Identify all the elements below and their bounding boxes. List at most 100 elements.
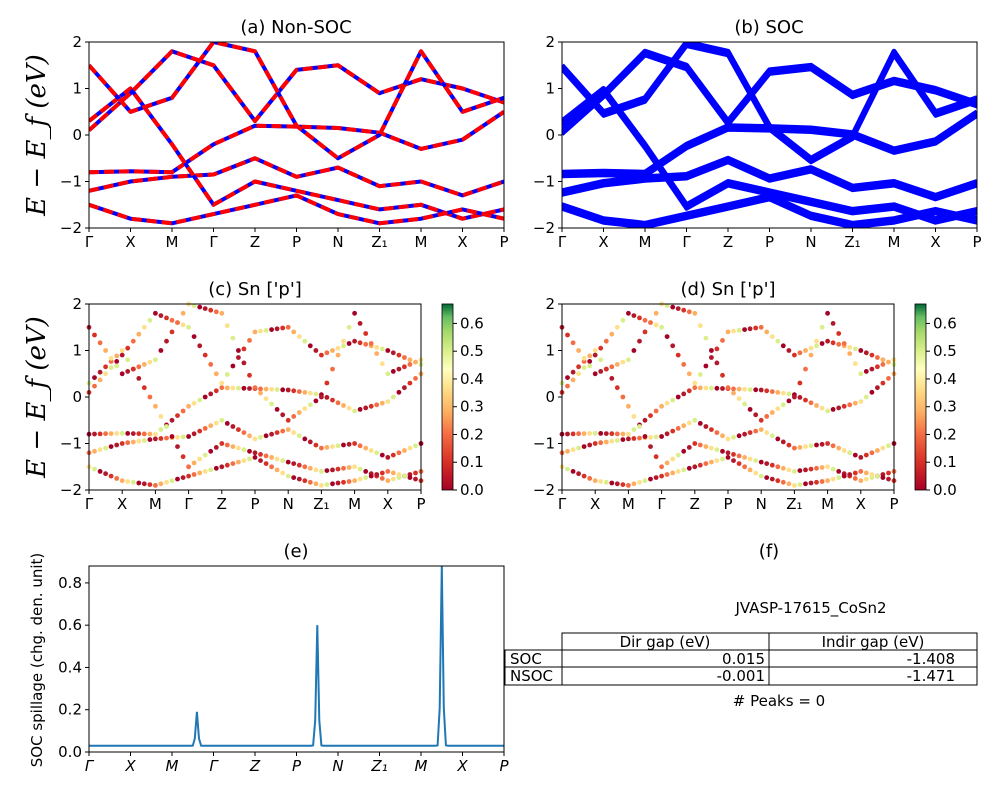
weight-point — [213, 445, 219, 450]
weight-point — [609, 376, 615, 381]
weight-point — [158, 348, 164, 353]
weight-point — [736, 328, 742, 333]
weight-point — [614, 438, 620, 443]
weight-point — [180, 408, 186, 414]
weight-point — [598, 345, 604, 351]
weight-point — [603, 366, 609, 372]
weight-point — [103, 445, 108, 451]
weight-point — [241, 458, 247, 463]
weight-point — [313, 348, 319, 353]
y-tick-label: 2 — [72, 33, 82, 51]
band-line-overlay — [89, 49, 504, 132]
y-tick-label: 0 — [545, 388, 555, 406]
weight-point — [858, 348, 864, 353]
weight-point — [620, 431, 626, 437]
weight-point — [803, 366, 808, 372]
weight-point — [836, 405, 842, 411]
weight-point — [180, 434, 186, 440]
weight-point — [97, 369, 103, 375]
weight-point — [114, 431, 120, 436]
weight-point — [880, 475, 886, 480]
weight-point — [637, 315, 642, 321]
band-line — [562, 48, 977, 133]
weight-point — [363, 475, 369, 480]
weight-point — [720, 433, 725, 439]
weight-point — [191, 472, 197, 477]
x-tick-label: X — [457, 233, 467, 251]
panel-e-xticks: Γ X M Γ Z P N Z₁ M X P — [85, 752, 509, 775]
weight-point — [603, 338, 609, 344]
x-tick-label: M — [166, 757, 179, 775]
weight-point — [709, 445, 714, 451]
weight-point — [307, 390, 313, 396]
weight-point — [836, 475, 842, 480]
weight-point — [219, 385, 225, 391]
weight-point — [786, 481, 792, 487]
weight-point — [587, 442, 593, 448]
weight-point — [681, 307, 687, 313]
weight-point — [330, 481, 335, 487]
weight-point — [709, 355, 714, 360]
weight-point — [346, 479, 352, 484]
weight-point — [402, 385, 407, 391]
y-tick-label: 1 — [545, 80, 555, 98]
y-tick-label: 0.8 — [58, 574, 82, 592]
weight-point — [219, 464, 225, 470]
weight-point — [164, 435, 169, 441]
weight-point — [169, 417, 175, 423]
weight-point — [814, 442, 819, 448]
x-tick-label: N — [332, 233, 343, 251]
band-line-overlay — [89, 110, 504, 175]
weight-point — [197, 470, 203, 476]
panel-a: (a) Non-SOC 2 1 0 −1 −2 Γ X M Γ Z P N Z₁ M X P E − E_f… — [22, 17, 509, 251]
weight-point — [224, 442, 230, 448]
weight-point — [125, 479, 131, 484]
weight-point — [352, 441, 357, 446]
colorbar-tick-label: 0.3 — [933, 398, 957, 416]
weight-point — [247, 338, 252, 343]
weight-point — [709, 385, 714, 391]
panel-e: (e) 0.8 0.6 0.4 0.2 0.0 Γ X M Γ Z P N Z₁ M X P SOC spi… — [28, 541, 509, 775]
weight-point — [357, 443, 363, 449]
band-line — [562, 86, 977, 222]
weight-point — [341, 442, 346, 448]
weight-point — [274, 430, 280, 435]
weight-point — [274, 326, 280, 332]
weight-point — [191, 431, 197, 437]
x-tick-label: Z₁ — [313, 495, 329, 513]
weight-point — [269, 401, 274, 407]
weight-point — [330, 348, 335, 353]
weight-point — [230, 363, 236, 369]
x-tick-label: Z — [690, 495, 700, 513]
weight-point — [830, 407, 836, 412]
weight-point — [330, 467, 335, 473]
panel-b-xticks: Γ X M Γ Z P N Z₁ M X P — [558, 228, 982, 251]
weight-point — [180, 475, 186, 480]
weight-point — [363, 445, 369, 451]
weight-point — [875, 364, 880, 370]
weight-point — [385, 478, 391, 484]
weight-point — [775, 390, 781, 395]
spillage-line — [89, 565, 504, 747]
weight-point — [247, 372, 252, 378]
weight-point — [280, 325, 286, 331]
weight-point — [319, 483, 324, 488]
x-tick-label: Γ — [85, 495, 94, 513]
weight-point — [626, 483, 631, 488]
weight-point — [407, 475, 413, 480]
x-tick-label: P — [499, 757, 509, 775]
weight-point — [402, 473, 407, 479]
weight-point — [153, 357, 158, 363]
weight-point — [230, 335, 236, 341]
weight-point — [852, 361, 858, 367]
weight-point — [335, 480, 341, 486]
weight-point — [379, 400, 385, 406]
weight-point — [581, 365, 587, 370]
weight-point — [247, 448, 252, 454]
weight-point — [202, 306, 208, 311]
x-tick-label: M — [888, 233, 901, 251]
weight-point — [263, 433, 269, 439]
weight-point — [291, 329, 297, 335]
y-tick-label: −1 — [533, 173, 555, 191]
weight-point — [631, 481, 637, 487]
